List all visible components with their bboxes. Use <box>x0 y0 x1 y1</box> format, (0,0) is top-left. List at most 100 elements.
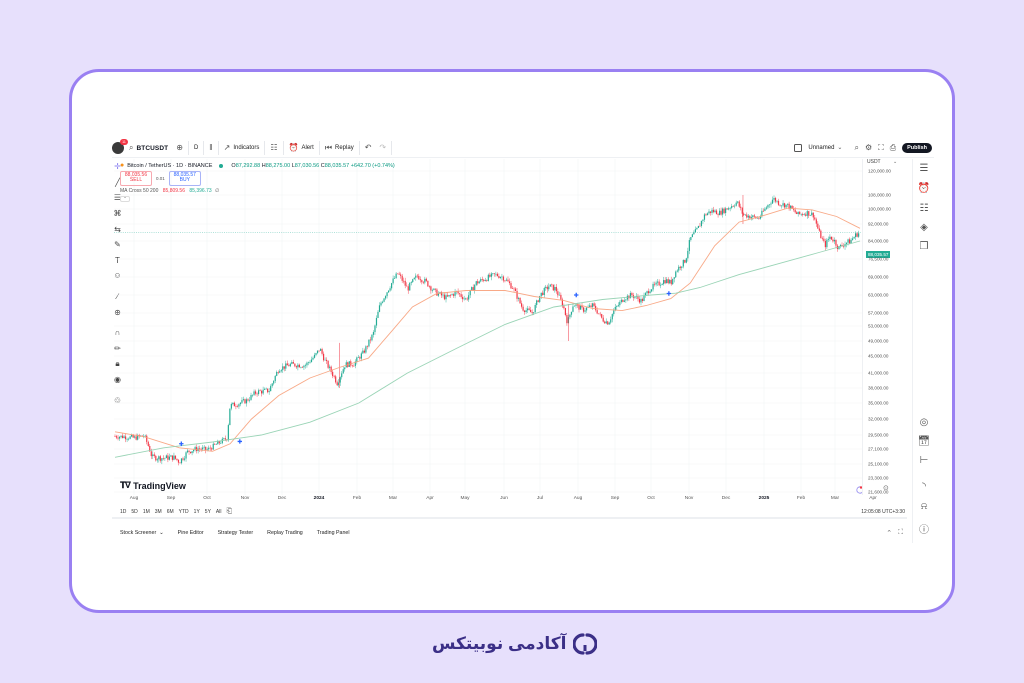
range-button-1m[interactable]: 1M <box>142 509 150 515</box>
trash-icon[interactable]: ♲ <box>113 395 122 405</box>
range-button-6m[interactable]: 6M <box>166 509 174 515</box>
chat-icon[interactable]: ❒ <box>919 241 929 252</box>
chevron-down-icon[interactable]: ⌄ <box>159 530 164 536</box>
fib-retracement-icon[interactable]: ☰ <box>113 193 122 203</box>
fullscreen-icon[interactable]: ⛶ <box>878 143 884 152</box>
chevron-down-icon[interactable]: ⌄ <box>893 159 898 165</box>
indicator-legend[interactable]: MA Cross 50 200 85,809.56 85,396.73 ∅ <box>120 187 220 194</box>
time-tick: Sep <box>610 496 620 501</box>
redo-icon[interactable]: ↷ <box>379 143 387 152</box>
tab-stock-screener[interactable]: Stock Screener <box>120 530 157 536</box>
alert-button[interactable]: Alert <box>301 145 314 151</box>
trend-line-icon[interactable]: ╱ <box>115 177 120 187</box>
interval-selector[interactable]: D <box>193 145 199 151</box>
compare-symbol-icon[interactable]: ⊕ <box>176 143 183 152</box>
layout-name-dropdown[interactable]: Unnamed <box>808 145 835 151</box>
time-tick: May <box>460 496 470 501</box>
candlestick-plot[interactable] <box>114 159 862 495</box>
price-tick: 38,000.00 <box>868 385 889 391</box>
settings-gear-icon[interactable]: ⚙ <box>864 143 873 152</box>
collapse-panel-icon[interactable]: ⌃ <box>886 530 893 537</box>
tab-pine-editor[interactable]: Pine Editor <box>177 530 204 536</box>
text-tool-icon[interactable]: T <box>115 255 120 265</box>
replay-icon[interactable]: ⏮ <box>324 143 333 152</box>
lock-icon[interactable]: 🔒︎ <box>115 358 120 368</box>
indicator-hidden-icon[interactable]: ∅ <box>215 187 220 194</box>
goto-date-icon[interactable]: ⎗ <box>226 508 233 515</box>
range-button-ytd[interactable]: YTD <box>178 509 189 515</box>
undo-icon[interactable]: ↶ <box>364 143 372 152</box>
sell-button[interactable]: 88,035.56 SELL <box>120 171 152 186</box>
top-toolbar: 11 ⌕ BTCUSDT ⊕ D ‖ ↗ Indicators ☷ ⏰ Aler… <box>112 139 934 158</box>
object-tree-icon[interactable]: ☷ <box>919 203 929 214</box>
indicators-button[interactable]: Indicators <box>233 145 260 151</box>
crosshair-icon[interactable]: ✛ <box>114 162 121 172</box>
replay-button[interactable]: Replay <box>335 145 354 151</box>
watchlist-icon[interactable]: ☰ <box>919 163 929 174</box>
search-icon[interactable]: ⌕ <box>129 143 134 152</box>
currency-selector[interactable]: USDT <box>867 159 881 165</box>
time-tick: Dec <box>721 496 731 501</box>
pattern-icon[interactable]: ⌘ <box>113 209 122 219</box>
layout-checkbox-icon[interactable] <box>794 144 803 152</box>
tab-replay-trading[interactable]: Replay Trading <box>267 530 303 536</box>
publish-button[interactable]: Publish <box>902 143 932 153</box>
goto-realtime-icon[interactable]: ⊙ <box>883 485 889 492</box>
range-button-all[interactable]: All <box>215 509 222 515</box>
tradingview-window: 11 ⌕ BTCUSDT ⊕ D ‖ ↗ Indicators ☷ ⏰ Aler… <box>112 139 934 543</box>
alarm-clock-icon[interactable]: ⏰ <box>288 143 299 152</box>
pine-chart-icon[interactable]: ⊢ <box>919 455 929 466</box>
zoom-in-icon[interactable]: ⊕ <box>114 307 121 317</box>
hide-drawings-icon[interactable]: ◉ <box>114 375 121 385</box>
price-tick: 100,000.00 <box>868 206 891 212</box>
user-avatar[interactable]: 11 <box>112 139 128 154</box>
range-button-1d[interactable]: 1D <box>120 509 127 515</box>
price-axis[interactable]: USDT ⌄ 88,035.57 ⊙ 120,000.00 108,000.00 1… <box>862 159 907 495</box>
calendar-icon[interactable]: 📅︎ <box>917 436 931 447</box>
range-button-3m[interactable]: 3M <box>154 509 162 515</box>
time-axis[interactable]: Aug Sep Oct Nov Dec 2024 Feb Mar Apr May Jun Jul Aug… <box>114 495 877 505</box>
time-tick: Mar <box>830 496 840 501</box>
range-button-5d[interactable]: 5D <box>131 509 138 515</box>
tab-trading-panel[interactable]: Trading Panel <box>316 530 350 536</box>
price-tick: 23,300.00 <box>868 475 889 481</box>
target-icon[interactable]: ◎ <box>919 417 929 428</box>
layers-icon[interactable]: ◈ <box>920 222 928 233</box>
range-button-5y[interactable]: 5Y <box>204 509 211 515</box>
buy-button[interactable]: 88,035.57 BUY <box>168 171 201 186</box>
maximize-panel-icon[interactable]: ⛶ <box>898 529 903 536</box>
time-tick: Aug <box>573 496 583 501</box>
emoji-icon[interactable]: ☺ <box>113 271 122 281</box>
templates-icon[interactable]: ☷ <box>270 143 278 152</box>
candles-icon[interactable]: ‖ <box>209 143 213 152</box>
notification-badge: 11 <box>120 139 128 145</box>
collapse-legend-button[interactable]: ⌃ <box>120 195 130 202</box>
magnet-icon[interactable]: ∩ <box>114 328 121 338</box>
range-button-1y[interactable]: 1Y <box>193 509 200 515</box>
help-icon[interactable]: ⓘ <box>919 525 929 536</box>
time-tick: Feb <box>352 496 362 501</box>
price-tick: 84,000.00 <box>868 238 889 244</box>
alerts-clock-icon[interactable]: ⏰ <box>917 183 931 194</box>
brush-icon[interactable]: ✎ <box>114 240 121 250</box>
chevron-down-icon[interactable]: ⌄ <box>837 145 843 151</box>
quick-search-icon[interactable]: ⌕ <box>854 143 859 152</box>
price-tick: 49,000.00 <box>868 338 889 344</box>
news-feed-icon[interactable]: ◝ <box>922 481 926 492</box>
stay-in-drawing-icon[interactable]: ✏ <box>114 343 121 353</box>
price-chart[interactable]: ● Bitcoin / TetherUS · 1D · BINANCE O87,… <box>114 159 862 495</box>
tab-strategy-tester[interactable]: Strategy Tester <box>217 530 254 536</box>
tradingview-watermark[interactable]: 𝐓∇ TradingView <box>120 480 186 491</box>
symbol-search[interactable]: BTCUSDT <box>136 144 169 152</box>
notifications-bell-icon[interactable]: ⍾ <box>920 501 928 512</box>
symbol-title[interactable]: Bitcoin / TetherUS · 1D · BINANCE <box>127 162 213 169</box>
ruler-icon[interactable]: ∕ <box>116 292 119 302</box>
timezone-clock[interactable]: 12:05:08 UTC+3:30 <box>861 509 905 515</box>
nobitex-academy-brand: آکادمی نوبیتکس <box>432 632 598 656</box>
camera-snapshot-icon[interactable]: ⎙ <box>889 143 897 152</box>
prediction-icon[interactable]: ⇆ <box>114 224 121 234</box>
price-tick: 35,000.00 <box>868 400 889 406</box>
time-tick: Oct <box>647 496 655 501</box>
time-tick: Nov <box>240 496 250 501</box>
indicators-icon[interactable]: ↗ <box>223 143 231 152</box>
